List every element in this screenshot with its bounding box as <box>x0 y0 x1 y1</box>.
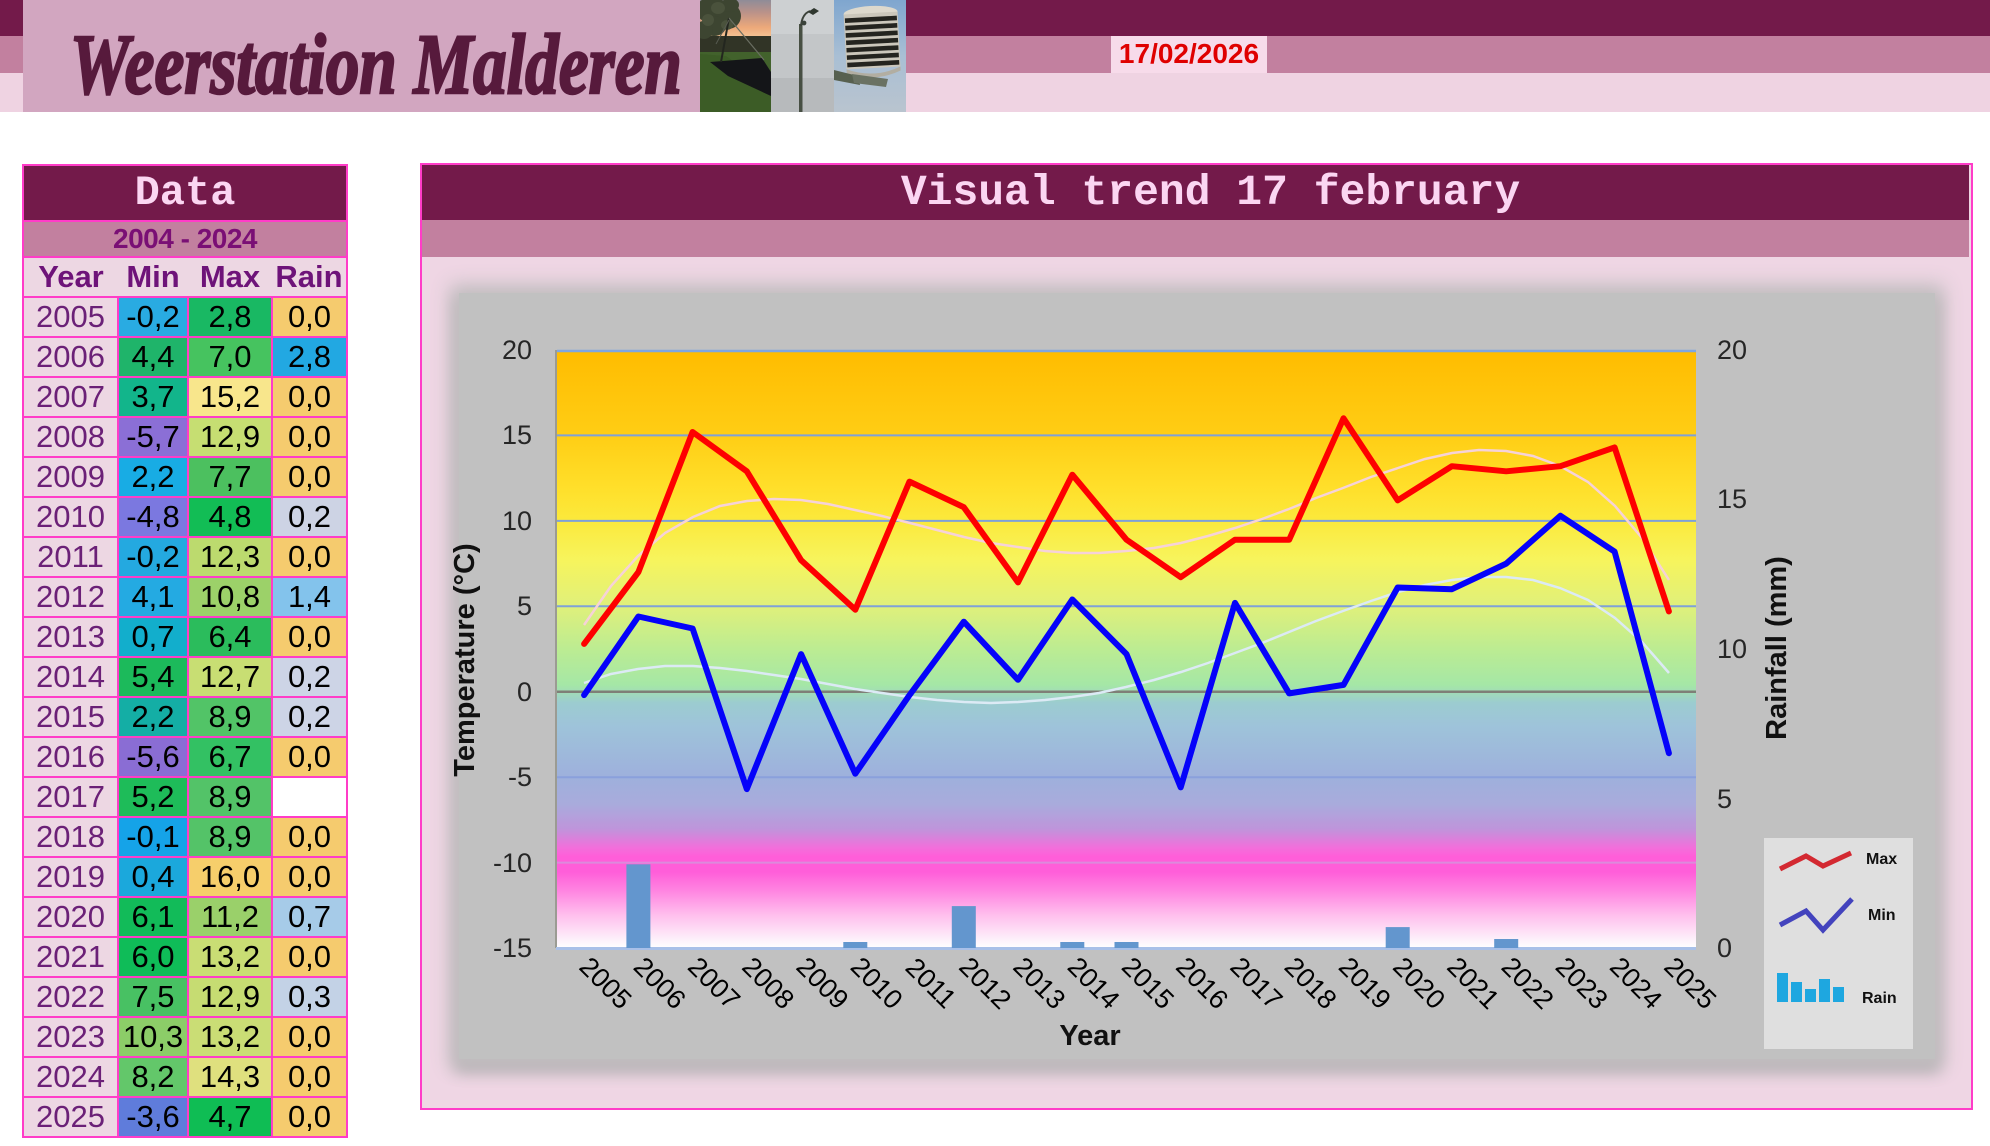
svg-text:15: 15 <box>1717 484 1747 514</box>
svg-text:2016: 2016 <box>1170 951 1234 1015</box>
svg-text:Temperature (°C): Temperature (°C) <box>449 543 481 776</box>
svg-text:2022: 2022 <box>1496 951 1560 1015</box>
svg-text:2008: 2008 <box>736 951 800 1015</box>
svg-text:2014: 2014 <box>1062 951 1126 1015</box>
svg-text:-5: -5 <box>508 762 532 792</box>
svg-text:10: 10 <box>1717 634 1747 664</box>
svg-text:Rainfall (mm): Rainfall (mm) <box>1761 556 1793 740</box>
svg-text:2012: 2012 <box>953 951 1017 1015</box>
svg-text:10: 10 <box>502 506 532 536</box>
svg-text:2024: 2024 <box>1604 951 1668 1015</box>
svg-text:2010: 2010 <box>845 951 909 1015</box>
svg-text:2020: 2020 <box>1387 951 1451 1015</box>
svg-text:Rain: Rain <box>1862 990 1897 1007</box>
svg-text:2019: 2019 <box>1333 951 1397 1015</box>
svg-text:5: 5 <box>1717 784 1732 814</box>
svg-text:20: 20 <box>1717 335 1747 365</box>
svg-text:2015: 2015 <box>1116 951 1180 1015</box>
svg-text:2009: 2009 <box>791 951 855 1015</box>
svg-text:0: 0 <box>517 677 532 707</box>
svg-text:2018: 2018 <box>1279 951 1343 1015</box>
svg-text:2006: 2006 <box>628 951 692 1015</box>
svg-text:Year: Year <box>1059 1020 1120 1052</box>
svg-text:0: 0 <box>1717 933 1732 963</box>
svg-text:2017: 2017 <box>1225 951 1289 1015</box>
svg-text:2025: 2025 <box>1658 951 1722 1015</box>
svg-text:2021: 2021 <box>1441 951 1505 1015</box>
svg-text:5: 5 <box>517 591 532 621</box>
svg-text:2011: 2011 <box>900 952 962 1014</box>
svg-text:2007: 2007 <box>682 951 746 1015</box>
svg-text:-15: -15 <box>493 933 532 963</box>
svg-text:15: 15 <box>502 420 532 450</box>
svg-text:-10: -10 <box>493 848 532 878</box>
svg-text:2005: 2005 <box>574 951 638 1015</box>
svg-text:Min: Min <box>1868 907 1896 924</box>
svg-text:2023: 2023 <box>1550 951 1614 1015</box>
svg-text:20: 20 <box>502 335 532 365</box>
svg-text:Max: Max <box>1866 851 1897 868</box>
svg-text:2013: 2013 <box>1008 951 1072 1015</box>
